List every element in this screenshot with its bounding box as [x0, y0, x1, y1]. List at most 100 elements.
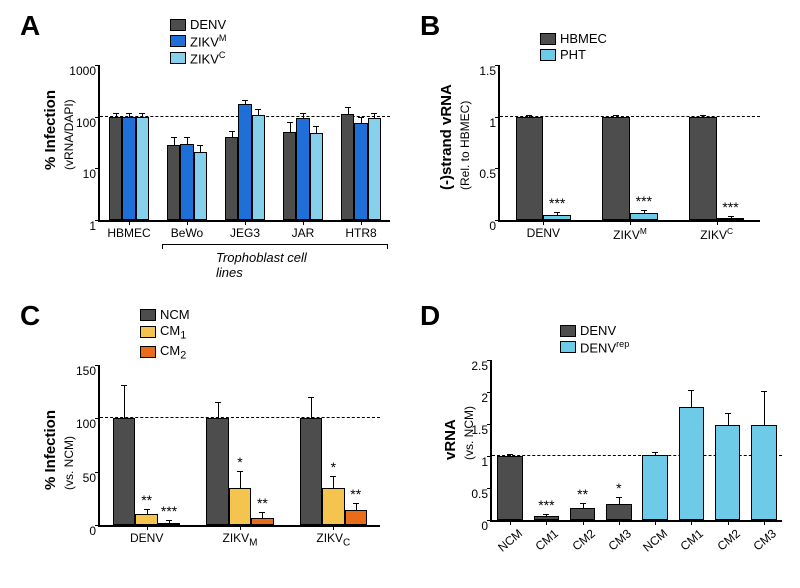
ylabel: % Infection [42, 410, 59, 490]
bar [238, 104, 251, 220]
panel-c-plot: 050100150DENV*****ZIKVM***ZIKVC*** [98, 365, 380, 527]
legend-text: CM2 [160, 343, 186, 362]
bar [606, 504, 631, 520]
legend-text: NCM [160, 307, 190, 322]
bar [180, 144, 193, 220]
significance-marker: ** [257, 495, 268, 511]
x-tick-label: NCM [640, 526, 670, 554]
panel-a-legend: DENVZIKVMZIKVC [170, 16, 226, 68]
bar [543, 215, 571, 220]
legend-item: DENV [560, 323, 629, 338]
bar [642, 455, 667, 520]
legend-item: DENV [170, 17, 226, 32]
panel-a: A DENVZIKVMZIKVC % Infection (vRNA/DAPI)… [20, 10, 400, 270]
bar [251, 518, 273, 525]
bar [167, 145, 180, 220]
y-tick-label: 150 [76, 364, 100, 378]
bar [194, 152, 207, 220]
bar [345, 510, 367, 525]
panel-c: C NCMCM1CM2 % Infection (vs. NCM) 050100… [20, 300, 400, 570]
bar [368, 118, 381, 220]
x-tick-label: CM1 [533, 526, 561, 553]
y-tick-label: 1000 [69, 64, 100, 78]
bar [570, 508, 595, 520]
significance-marker: *** [549, 195, 565, 211]
panel-b-yaxis: (-)strand vRNA (Rel. to HBMEC) [438, 84, 474, 190]
y-tick-label: 1 [489, 116, 500, 130]
legend-text: DENV [580, 323, 616, 338]
ysub: (Rel. to HBMEC) [458, 101, 472, 190]
panel-c-yaxis: % Infection (vs. NCM) [42, 410, 78, 490]
legend-swatch [540, 49, 556, 61]
ylabel: % Infection [42, 90, 59, 170]
legend-swatch [170, 52, 186, 64]
bar [715, 425, 740, 520]
panel-d-label: D [420, 300, 440, 332]
figure: { "colors":{ "dark_gray":"#4d4d4d", "blu… [0, 0, 800, 588]
y-tick-label: 100 [76, 417, 100, 431]
x-tick-label: DENV [130, 525, 163, 545]
x-tick-label: ZIKVM [222, 525, 257, 548]
panel-b-plot: 00.511.5DENV***ZIKVM***ZIKVC*** [498, 65, 760, 222]
x-tick-label: ZIKVC [316, 525, 350, 548]
bar [341, 114, 354, 220]
x-tick-label: JEG3 [230, 220, 260, 240]
bar [229, 488, 251, 525]
legend-item: HBMEC [540, 31, 607, 46]
group-bracket [162, 244, 388, 249]
legend-text: HBMEC [560, 31, 607, 46]
legend-text: CM1 [160, 323, 186, 342]
ylabel: vRNA [442, 419, 459, 460]
x-tick-label: CM2 [569, 526, 597, 553]
bar [310, 133, 323, 220]
bar [354, 123, 367, 220]
reference-line [100, 417, 380, 418]
legend-text: DENV [190, 17, 226, 32]
x-tick-label: DENV [527, 220, 560, 240]
panel-a-plot: 1101001000HBMECBeWoJEG3JARHTR8Trophoblas… [98, 65, 390, 222]
significance-marker: * [616, 480, 621, 496]
y-tick-label: 50 [83, 471, 100, 485]
legend-swatch [540, 33, 556, 45]
y-tick-label: 1 [89, 219, 100, 233]
x-tick-label: ZIKVM [613, 220, 647, 242]
legend-item: CM1 [140, 323, 190, 342]
legend-swatch [560, 325, 576, 337]
bar [113, 418, 135, 525]
panel-b-label: B [420, 10, 440, 42]
bar [158, 523, 180, 525]
legend-text: ZIKVM [190, 33, 226, 49]
legend-item: ZIKVM [170, 33, 226, 49]
x-tick-label: HTR8 [345, 220, 376, 240]
bar [717, 218, 745, 220]
significance-marker: *** [636, 193, 652, 209]
legend-text: DENVrep [580, 339, 629, 355]
x-tick-label: CM3 [750, 526, 778, 553]
y-tick-label: 0.5 [479, 167, 500, 181]
y-tick-label: 0 [481, 519, 492, 533]
x-tick-label: CM1 [678, 526, 706, 553]
legend-item: CM2 [140, 343, 190, 362]
significance-marker: *** [161, 503, 177, 519]
bar [283, 132, 296, 220]
panel-d: D DENVDENVrep vRNA (vs. NCM) 00.511.522.… [420, 300, 790, 570]
legend-swatch [170, 35, 186, 47]
bar [136, 117, 149, 220]
bar [602, 117, 630, 220]
bar [225, 137, 238, 220]
significance-marker: *** [722, 199, 738, 215]
ylabel: (-)strand vRNA [438, 84, 455, 190]
bar [497, 456, 522, 520]
significance-marker: *** [538, 497, 554, 513]
y-tick-label: 10 [83, 167, 100, 181]
panel-a-yaxis: % Infection (vRNA/DAPI) [42, 90, 78, 170]
significance-marker: * [331, 459, 336, 475]
bar [135, 514, 157, 525]
bar [300, 418, 322, 525]
x-tick-label: HBMEC [107, 220, 150, 240]
bar [122, 117, 135, 220]
y-tick-label: 2 [481, 391, 492, 405]
x-tick-label: ZIKVC [700, 220, 733, 242]
significance-marker: ** [577, 486, 588, 502]
x-tick-label: NCM [495, 526, 525, 554]
